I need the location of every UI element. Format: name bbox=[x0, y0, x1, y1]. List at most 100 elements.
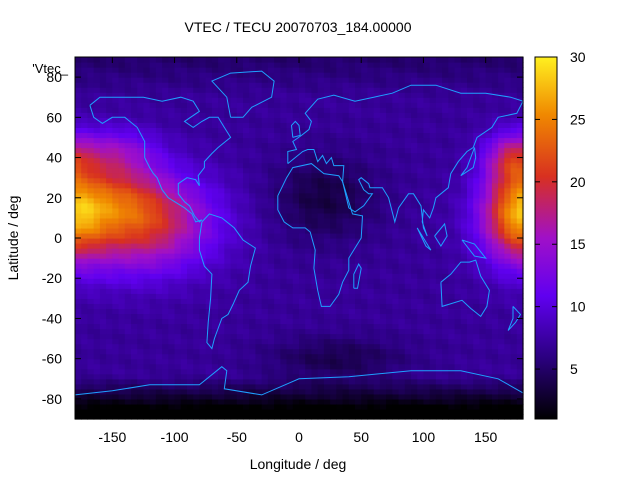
heatmap-cell bbox=[168, 403, 176, 410]
heatmap-cell bbox=[280, 147, 288, 154]
heatmap-cell bbox=[398, 127, 406, 134]
heatmap-cell bbox=[174, 217, 182, 224]
heatmap-cell bbox=[460, 217, 468, 224]
heatmap-cell bbox=[199, 202, 207, 209]
heatmap-cell bbox=[224, 318, 232, 325]
heatmap-cell bbox=[435, 413, 443, 420]
heatmap-cell bbox=[155, 298, 163, 304]
heatmap-cell bbox=[454, 222, 462, 229]
heatmap-cell bbox=[411, 212, 418, 219]
heatmap-cell bbox=[131, 393, 138, 400]
heatmap-cell bbox=[236, 127, 244, 134]
heatmap-cell bbox=[180, 298, 188, 304]
heatmap-cell bbox=[162, 373, 169, 380]
heatmap-cell bbox=[317, 398, 325, 405]
heatmap-cell bbox=[355, 378, 362, 385]
heatmap-cell bbox=[417, 112, 425, 118]
heatmap-cell bbox=[81, 107, 89, 113]
heatmap-cell bbox=[355, 243, 362, 249]
heatmap-cell bbox=[193, 112, 201, 118]
heatmap-cell bbox=[274, 122, 281, 128]
heatmap-cell bbox=[131, 167, 138, 174]
heatmap-cell bbox=[435, 378, 443, 385]
heatmap-cell bbox=[193, 182, 201, 189]
heatmap-cell bbox=[205, 298, 213, 304]
heatmap-cell bbox=[479, 238, 487, 244]
heatmap-cell bbox=[411, 77, 418, 83]
heatmap-cell bbox=[143, 358, 151, 365]
heatmap-cell bbox=[323, 258, 331, 264]
heatmap-cell bbox=[199, 87, 207, 93]
heatmap-cell bbox=[404, 222, 412, 229]
heatmap-cell bbox=[386, 378, 393, 385]
heatmap-cell bbox=[398, 318, 406, 325]
heatmap-cell bbox=[255, 303, 263, 309]
heatmap-cell bbox=[429, 308, 437, 315]
heatmap-cell bbox=[162, 338, 169, 345]
heatmap-cell bbox=[224, 197, 232, 204]
heatmap-cell bbox=[411, 243, 418, 249]
heatmap-cell bbox=[131, 212, 138, 219]
heatmap-cell bbox=[342, 298, 350, 304]
heatmap-cell bbox=[243, 243, 250, 249]
heatmap-cell bbox=[323, 142, 331, 149]
heatmap-cell bbox=[180, 328, 188, 335]
heatmap-cell bbox=[498, 192, 505, 199]
heatmap-cell bbox=[193, 212, 201, 219]
heatmap-cell bbox=[317, 87, 325, 93]
heatmap-cell bbox=[498, 162, 505, 169]
heatmap-cell bbox=[118, 132, 126, 139]
heatmap-cell bbox=[99, 172, 107, 179]
heatmap-cell bbox=[255, 388, 263, 395]
heatmap-cell bbox=[404, 172, 412, 179]
heatmap-cell bbox=[218, 378, 225, 385]
heatmap-cell bbox=[454, 72, 462, 78]
heatmap-cell bbox=[467, 172, 474, 179]
heatmap-cell bbox=[392, 268, 400, 274]
heatmap-cell bbox=[230, 323, 238, 330]
heatmap-cell bbox=[155, 157, 163, 164]
heatmap-cell bbox=[199, 323, 207, 330]
heatmap-cell bbox=[491, 373, 499, 380]
heatmap-cell bbox=[149, 102, 157, 108]
heatmap-cell bbox=[230, 378, 238, 385]
heatmap-cell bbox=[348, 92, 356, 98]
heatmap-cell bbox=[75, 222, 82, 229]
heatmap-cell bbox=[249, 122, 257, 128]
heatmap-cell bbox=[236, 207, 244, 214]
heatmap-cell bbox=[311, 328, 319, 335]
heatmap-cell bbox=[299, 222, 306, 229]
heatmap-cell bbox=[355, 408, 362, 415]
heatmap-cell bbox=[411, 157, 418, 164]
heatmap-cell bbox=[435, 393, 443, 400]
heatmap-cell bbox=[199, 408, 207, 415]
heatmap-cell bbox=[411, 378, 418, 385]
heatmap-cell bbox=[180, 368, 188, 375]
heatmap-cell bbox=[379, 273, 387, 279]
heatmap-cell bbox=[467, 197, 474, 204]
heatmap-cell bbox=[361, 67, 369, 73]
heatmap-cell bbox=[286, 72, 294, 78]
heatmap-cell bbox=[118, 157, 126, 164]
heatmap-cell bbox=[386, 308, 393, 315]
heatmap-cell bbox=[311, 393, 319, 400]
heatmap-cell bbox=[75, 107, 82, 113]
heatmap-cell bbox=[479, 192, 487, 199]
heatmap-cell bbox=[124, 298, 132, 304]
heatmap-cell bbox=[305, 343, 313, 350]
heatmap-cell bbox=[292, 197, 300, 204]
heatmap-cell bbox=[218, 308, 225, 315]
heatmap-cell bbox=[392, 152, 400, 159]
heatmap-cell bbox=[162, 57, 169, 63]
heatmap-cell bbox=[99, 192, 107, 199]
heatmap-cell bbox=[485, 308, 493, 315]
heatmap-cell bbox=[373, 283, 381, 289]
heatmap-cell bbox=[398, 222, 406, 229]
heatmap-cell bbox=[336, 132, 344, 139]
heatmap-cell bbox=[118, 368, 126, 375]
heatmap-cell bbox=[162, 388, 169, 395]
heatmap-cell bbox=[448, 278, 456, 284]
heatmap-cell bbox=[124, 132, 132, 139]
heatmap-cell bbox=[311, 283, 319, 289]
heatmap-cell bbox=[124, 358, 132, 365]
